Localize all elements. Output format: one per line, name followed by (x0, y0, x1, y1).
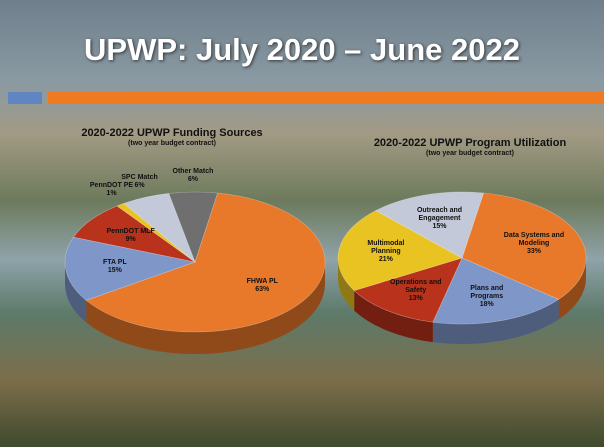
pie-slice (168, 191, 218, 263)
label-value: 33% (526, 247, 541, 255)
label-category: Operations and Safety (390, 278, 442, 294)
label-value: 15% (107, 266, 122, 274)
label-value: 6% (187, 175, 199, 183)
pie-slice (461, 192, 587, 300)
data-label: PennDOT MLF 9% (100, 228, 162, 244)
label-category: Data Systems and Modeling (503, 231, 565, 247)
data-label: Data Systems and Modeling 33% (503, 232, 565, 256)
data-label: Plans and Programs 18% (456, 285, 518, 309)
slide-title: UPWP: July 2020 – June 2022 (84, 32, 520, 67)
chart-title: 2020-2022 UPWP Funding Sources (81, 127, 263, 139)
label-value: 6% (134, 181, 145, 189)
data-label: SPC Match 6% (109, 173, 171, 189)
label-category: Plans and Programs (470, 284, 504, 300)
pie-slice (123, 193, 196, 263)
data-label: Other Match 6% (162, 168, 224, 184)
label-value: 18% (479, 300, 494, 308)
label-category: FHWA PL (246, 277, 278, 285)
slice-side (354, 290, 433, 343)
label-category: SPC Match (121, 173, 158, 181)
pie-slice (64, 236, 197, 301)
data-label: FHWA PL 63% (231, 278, 293, 294)
accent-bar (48, 92, 604, 104)
label-category: PennDOT MLF (106, 227, 155, 235)
slice-side (558, 258, 586, 320)
slice-side (432, 299, 559, 344)
slice-side (65, 262, 87, 323)
chart-title: 2020-2022 UPWP Program Utilization (373, 137, 567, 149)
label-category: PennDOT PE (89, 181, 134, 189)
data-label: FTA PL 15% (84, 259, 146, 275)
data-label: PennDOT PE 1% (80, 182, 142, 198)
data-label: Multimodal Planning 21% (355, 240, 417, 264)
data-label: Operations and Safety 13% (385, 279, 447, 303)
label-category: Other Match (172, 167, 214, 175)
pie-slice (375, 191, 484, 259)
slice-side (86, 262, 325, 355)
pie-slice (85, 192, 326, 333)
label-value: 13% (408, 294, 423, 302)
pie-slice (72, 205, 196, 263)
chart-subtitle: (two year budget contract) (426, 150, 514, 157)
data-label: Outreach and Engagement 15% (409, 207, 471, 231)
pie-slice (116, 203, 196, 263)
label-value: 21% (378, 256, 393, 264)
pie-slice (337, 210, 463, 291)
label-value: 15% (432, 222, 447, 230)
pie-slice (353, 257, 463, 323)
label-category: Outreach and Engagement (416, 206, 463, 222)
label-category: FTA PL (103, 258, 127, 266)
slice-side (338, 258, 355, 311)
pie-slice (432, 257, 560, 325)
label-value: 1% (106, 189, 117, 197)
label-value: 9% (125, 235, 136, 243)
label-value: 63% (255, 285, 270, 293)
accent-block (8, 92, 42, 104)
chart-subtitle: (two year budget contract) (128, 140, 216, 147)
label-category: Multimodal Planning (367, 240, 405, 256)
